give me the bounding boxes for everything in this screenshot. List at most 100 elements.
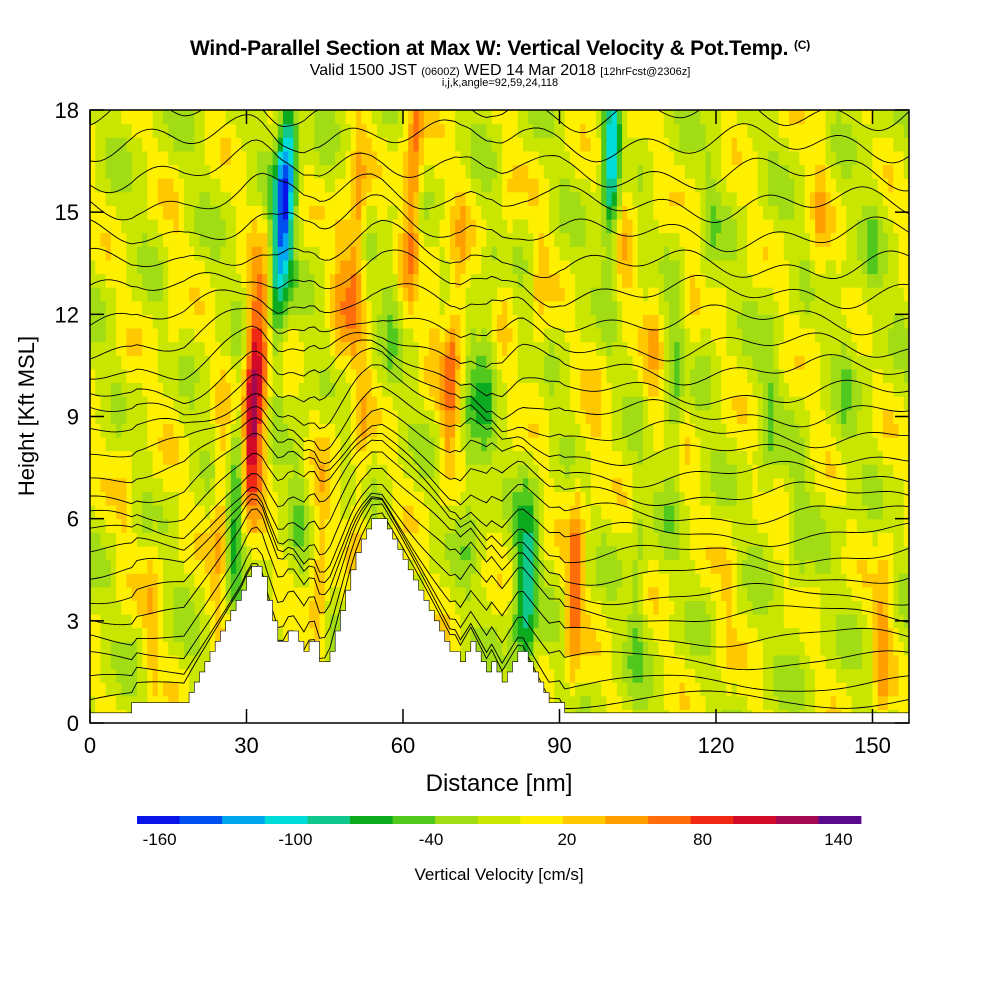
velocity-cell	[178, 355, 185, 370]
velocity-cell	[653, 600, 660, 615]
velocity-cell	[663, 491, 670, 506]
velocity-cell	[95, 532, 102, 547]
velocity-cell	[100, 382, 107, 397]
velocity-cell	[465, 178, 472, 193]
velocity-cell	[105, 559, 112, 574]
velocity-cell	[658, 164, 665, 179]
velocity-cell	[95, 464, 102, 479]
velocity-cell	[204, 586, 211, 601]
velocity-cell	[533, 436, 540, 452]
velocity-cell	[408, 368, 415, 384]
velocity-cell	[215, 409, 222, 424]
velocity-cell	[376, 396, 383, 411]
velocity-cell	[496, 327, 503, 343]
velocity-cell	[606, 436, 613, 452]
velocity-cell	[220, 164, 227, 179]
velocity-cell	[361, 382, 368, 397]
velocity-cell	[371, 259, 378, 275]
velocity-cell	[293, 314, 300, 329]
velocity-cell	[209, 518, 216, 533]
velocity-cell	[434, 559, 441, 574]
velocity-cell	[569, 450, 576, 465]
velocity-cell	[387, 491, 394, 506]
velocity-cell	[481, 341, 488, 356]
velocity-cell	[121, 641, 128, 656]
velocity-cell	[236, 232, 242, 247]
velocity-cell	[559, 110, 566, 125]
velocity-cell	[126, 614, 133, 629]
velocity-cell	[439, 191, 446, 206]
velocity-cell	[199, 164, 206, 179]
velocity-cell	[517, 273, 524, 288]
velocity-cell	[601, 668, 608, 683]
velocity-cell	[371, 505, 378, 520]
velocity-cell	[209, 573, 216, 588]
velocity-cell	[627, 532, 634, 547]
velocity-cell	[340, 300, 347, 315]
velocity-cell	[528, 314, 535, 329]
velocity-cell	[580, 341, 587, 356]
velocity-cell	[95, 559, 102, 574]
velocity-cell	[627, 191, 634, 206]
velocity-cell	[444, 259, 451, 275]
velocity-cell	[105, 246, 112, 261]
velocity-cell	[215, 191, 222, 206]
velocity-cell	[564, 559, 571, 574]
velocity-cell	[596, 396, 602, 411]
velocity-cell	[283, 450, 289, 465]
velocity-cell	[648, 150, 654, 166]
velocity-cell	[496, 505, 503, 520]
velocity-cell	[653, 178, 660, 193]
velocity-cell	[168, 600, 175, 615]
velocity-cell	[590, 586, 597, 601]
velocity-cell	[356, 314, 362, 329]
velocity-cell	[663, 382, 670, 397]
velocity-cell	[157, 600, 164, 615]
velocity-cell	[215, 586, 222, 601]
velocity-cell	[220, 382, 227, 397]
velocity-cell	[559, 409, 566, 424]
velocity-cell	[116, 259, 122, 275]
velocity-cell	[601, 178, 608, 193]
velocity-cell	[147, 477, 154, 493]
velocity-cell	[413, 178, 420, 193]
velocity-cell	[658, 532, 665, 547]
velocity-cell	[277, 273, 284, 288]
velocity-cell	[225, 423, 232, 438]
velocity-cell	[131, 355, 138, 370]
velocity-cell	[470, 273, 477, 288]
velocity-cell	[225, 573, 232, 588]
velocity-cell	[392, 423, 399, 438]
velocity-cell	[189, 273, 195, 288]
velocity-cell	[215, 382, 222, 397]
velocity-cell	[533, 409, 540, 424]
velocity-cell	[272, 382, 279, 397]
velocity-cell	[408, 110, 415, 125]
velocity-cell	[173, 110, 180, 125]
velocity-cell	[288, 600, 295, 615]
velocity-cell	[543, 368, 550, 384]
velocity-cell	[361, 464, 368, 479]
velocity-cell	[105, 273, 112, 288]
velocity-cell	[460, 205, 467, 220]
velocity-cell	[209, 191, 216, 206]
velocity-cell	[147, 123, 154, 138]
velocity-cell	[173, 559, 180, 574]
velocity-cell	[345, 259, 352, 275]
velocity-cell	[481, 409, 488, 424]
velocity-cell	[204, 341, 211, 356]
velocity-cell	[277, 259, 284, 275]
velocity-cell	[627, 559, 634, 574]
velocity-cell	[402, 259, 409, 275]
velocity-cell	[642, 573, 649, 588]
velocity-cell	[648, 491, 654, 506]
velocity-cell	[470, 396, 477, 411]
velocity-cell	[554, 491, 561, 506]
velocity-cell	[324, 559, 331, 574]
velocity-cell	[627, 600, 634, 615]
velocity-cell	[371, 436, 378, 452]
velocity-cell	[95, 246, 102, 261]
velocity-cell	[272, 450, 279, 465]
velocity-cell	[465, 368, 472, 384]
velocity-cell	[580, 668, 587, 683]
